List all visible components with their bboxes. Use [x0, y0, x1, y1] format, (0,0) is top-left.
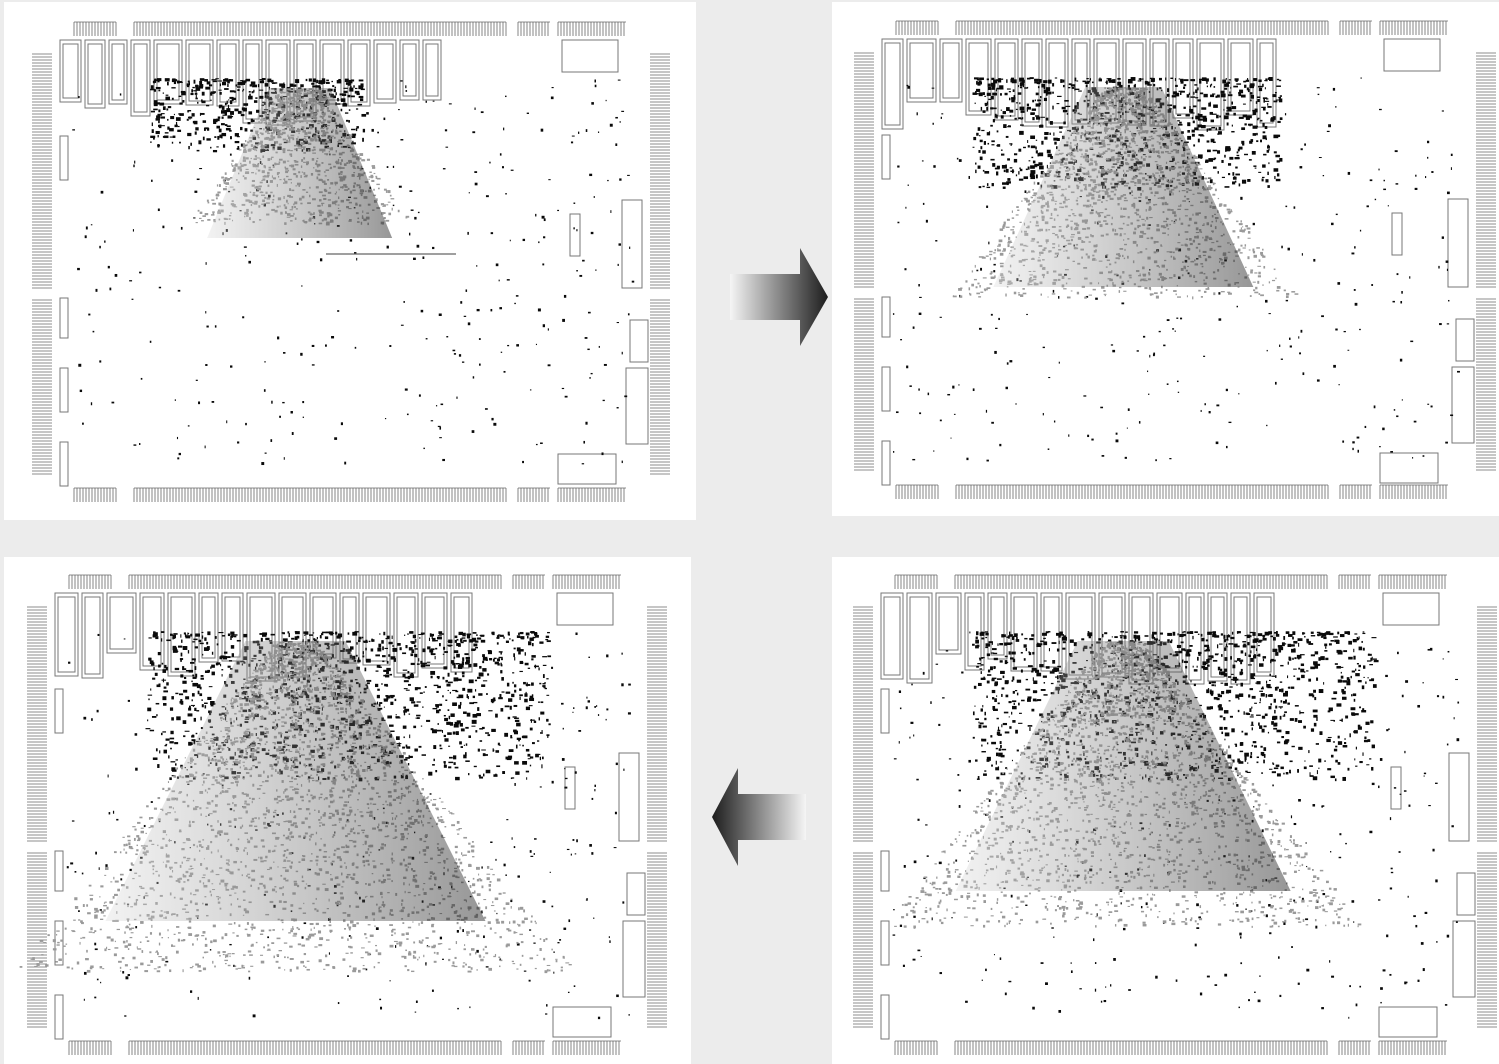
- floorplan-drawing: [32, 21, 670, 502]
- io-pin-rows: [854, 20, 1496, 499]
- macro-blocks: [880, 592, 1476, 1040]
- floorplan-drawing: [853, 574, 1497, 1055]
- floorplan-drawing: [19, 574, 667, 1055]
- arrow-left-icon: [712, 768, 806, 866]
- propagation-cone: [207, 88, 393, 238]
- floorplan-panel-step-2: [832, 2, 1499, 516]
- floorplan-panel-step-4: [4, 557, 691, 1064]
- macro-blocks: [59, 39, 649, 487]
- arrow-right-icon: [730, 248, 828, 346]
- io-pin-rows: [853, 574, 1497, 1055]
- floorplan-panel-step-3: [832, 557, 1499, 1064]
- io-pin-rows: [32, 21, 670, 502]
- floorplan-drawing: [854, 20, 1496, 499]
- propagation-cone: [993, 87, 1254, 287]
- floorplan-panel-step-1: [4, 2, 696, 520]
- propagation-cone: [105, 641, 486, 921]
- io-pin-rows: [27, 574, 667, 1055]
- propagation-cone: [955, 641, 1291, 891]
